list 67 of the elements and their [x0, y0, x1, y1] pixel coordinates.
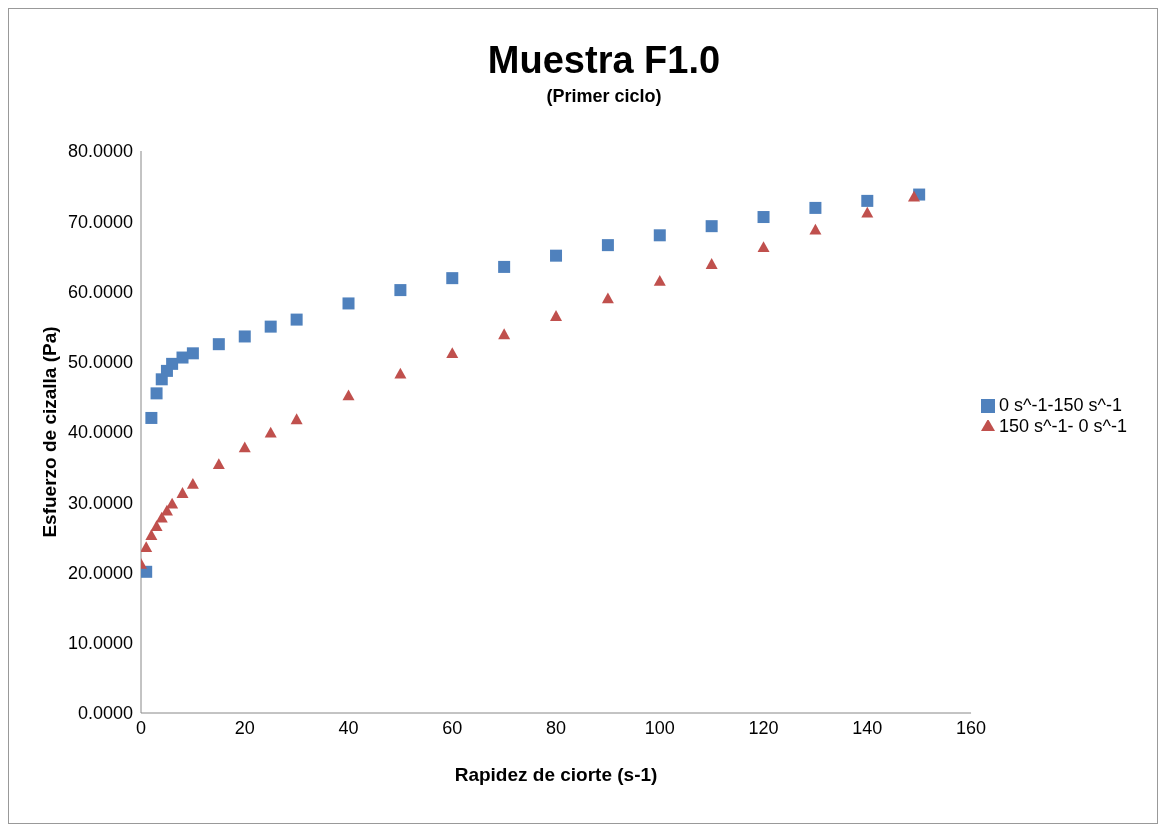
point	[238, 330, 251, 343]
x-tick-label: 60	[442, 717, 463, 738]
point	[264, 426, 277, 438]
legend-label: 0 s^-1-150 s^-1	[999, 395, 1122, 415]
point	[705, 258, 718, 269]
point	[498, 328, 511, 340]
chart-title: Muestra F1.0	[486, 39, 722, 82]
point	[166, 357, 179, 370]
point	[145, 411, 158, 424]
point	[342, 297, 355, 310]
y-tick-label: 70.0000	[67, 211, 133, 232]
point	[186, 347, 199, 360]
x-tick-label: 120	[748, 717, 779, 738]
point	[757, 211, 770, 224]
point	[757, 241, 770, 253]
point	[264, 320, 277, 333]
point	[498, 260, 511, 273]
x-tick-label: 0	[135, 717, 147, 738]
x-tick-label: 100	[644, 717, 675, 738]
y-tick-label: 30.0000	[67, 492, 133, 513]
y-tick-label: 40.0000	[67, 422, 133, 443]
point	[186, 477, 199, 489]
x-tick-label: 20	[234, 717, 255, 738]
point	[212, 458, 225, 470]
y-tick-label: 10.0000	[67, 633, 133, 654]
point	[342, 389, 355, 401]
point	[145, 529, 158, 541]
x-axis-title: Rapidez de ciorte (s-1)	[454, 764, 658, 785]
x-tick-label: 80	[546, 717, 567, 738]
y-tick-label: 20.0000	[67, 562, 133, 583]
y-tick-label: 80.0000	[67, 141, 133, 162]
point	[155, 511, 168, 523]
point	[394, 284, 407, 297]
point	[166, 497, 179, 509]
point	[809, 223, 822, 235]
point	[290, 313, 303, 326]
point	[653, 229, 666, 242]
y-tick-label: 60.0000	[67, 281, 133, 302]
x-tick-label: 40	[338, 717, 359, 738]
point	[809, 201, 822, 214]
point	[907, 190, 920, 202]
point	[861, 206, 874, 218]
point	[601, 292, 614, 304]
point	[601, 239, 614, 252]
point	[141, 541, 153, 553]
point	[394, 367, 407, 379]
point	[150, 387, 163, 400]
chart-subtitle: (Primer ciclo)	[545, 86, 663, 107]
x-tick-label: 160	[956, 717, 987, 738]
point	[861, 194, 874, 207]
point	[705, 220, 718, 233]
point	[290, 413, 303, 425]
point	[446, 272, 459, 285]
y-axis-title: Esfuerzo de cizalla (Pa)	[38, 326, 60, 538]
point	[238, 441, 251, 453]
point	[176, 487, 189, 498]
point	[150, 520, 163, 531]
point	[653, 274, 666, 286]
point	[550, 310, 563, 321]
y-tick-label: 50.0000	[67, 352, 133, 373]
x-tick-label: 140	[852, 717, 883, 738]
point	[212, 338, 225, 351]
point	[446, 347, 459, 359]
legend-label: 150 s^-1- 0 s^-1	[999, 416, 1127, 436]
y-tick-label: 0.0000	[77, 703, 133, 724]
point	[176, 351, 189, 364]
point	[550, 249, 563, 262]
